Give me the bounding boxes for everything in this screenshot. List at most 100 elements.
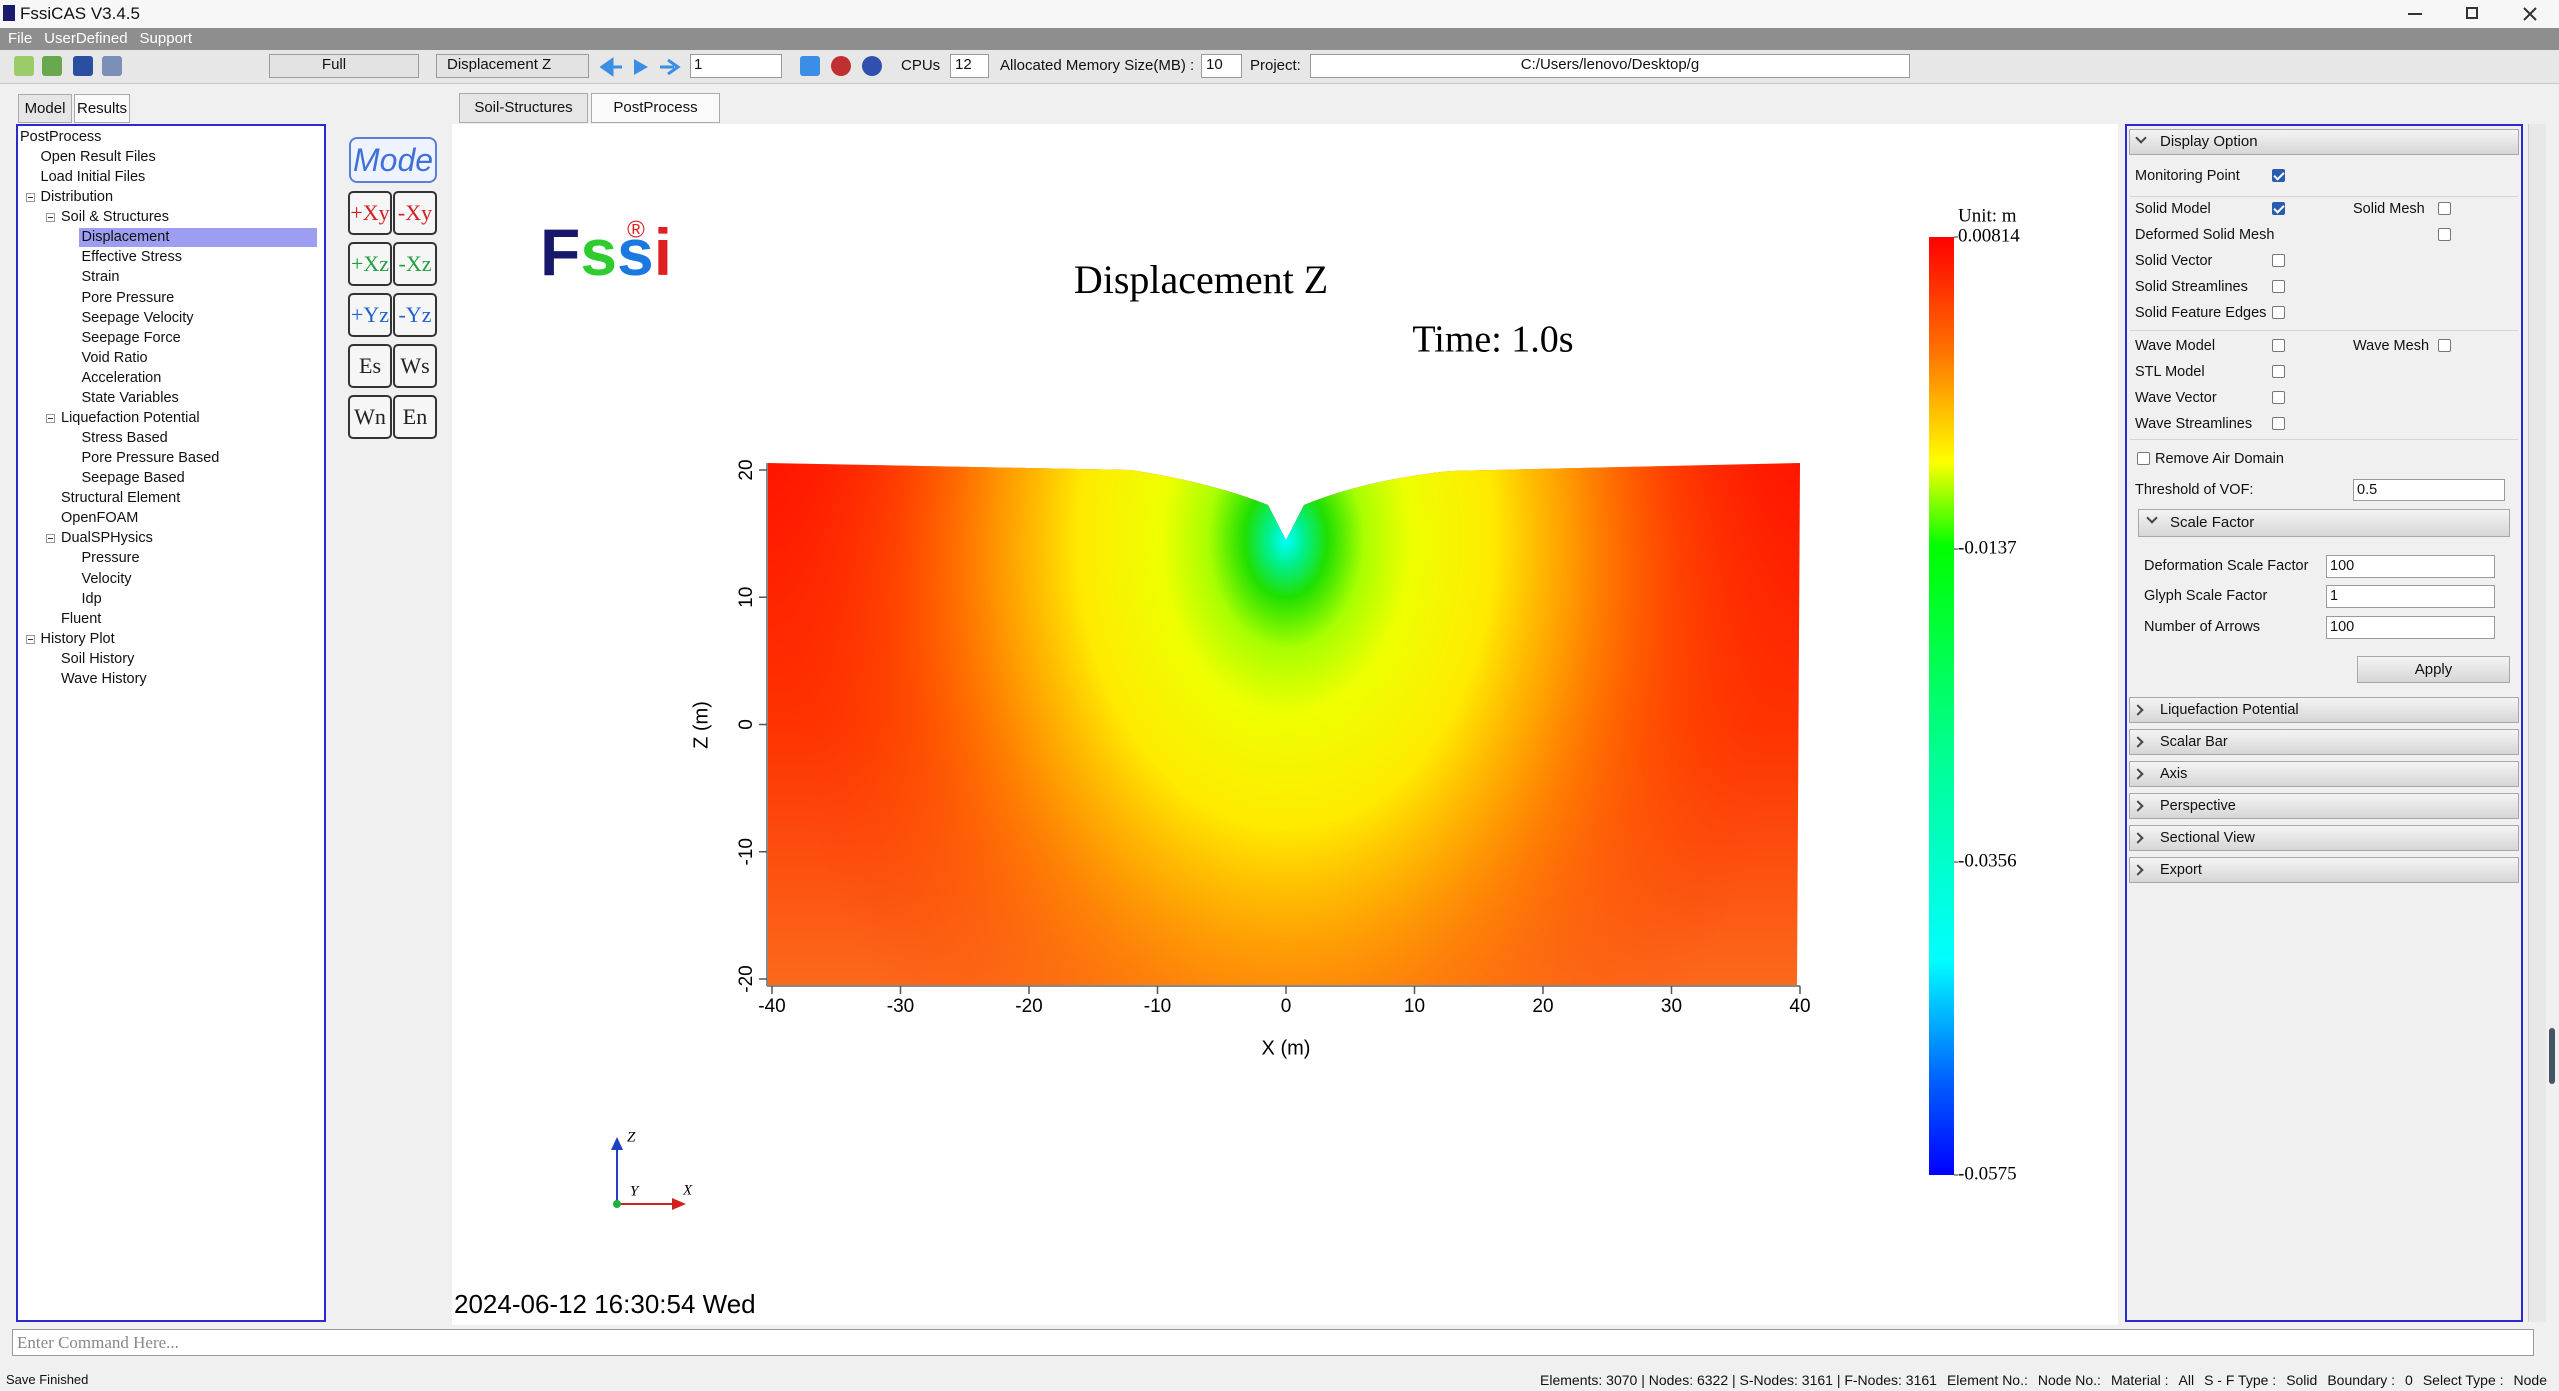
tree-item[interactable]: Void Ratio: [81, 349, 148, 366]
checkbox[interactable]: [2272, 280, 2285, 293]
tree-item[interactable]: History Plot: [40, 630, 115, 647]
tab[interactable]: Model: [18, 94, 72, 123]
tree-item[interactable]: Pore Pressure Based: [81, 450, 220, 467]
flag-icon[interactable]: [862, 56, 882, 76]
checkbox[interactable]: [2272, 391, 2285, 404]
section-header[interactable]: [2138, 509, 2510, 537]
menu-item[interactable]: File: [8, 30, 33, 47]
menu-item[interactable]: Support: [139, 30, 193, 47]
checkbox[interactable]: [2272, 417, 2285, 430]
checkbox[interactable]: [2272, 365, 2285, 378]
expand-toggle[interactable]: [25, 193, 35, 203]
tree-item[interactable]: Liquefaction Potential: [61, 409, 200, 426]
view-button[interactable]: -Xy: [393, 191, 437, 235]
checkbox[interactable]: [2137, 452, 2150, 465]
tree-item[interactable]: Strain: [81, 269, 120, 286]
tree-item[interactable]: Idp: [81, 590, 102, 607]
tree-item[interactable]: State Variables: [81, 389, 179, 406]
tree-item[interactable]: Open Result Files: [40, 149, 156, 166]
layout-icon[interactable]: [102, 56, 122, 76]
view-button[interactable]: Es: [348, 344, 392, 388]
checkbox[interactable]: [2272, 169, 2285, 182]
mode-button[interactable]: Mode: [349, 137, 437, 183]
view-button[interactable]: +Xy: [348, 191, 392, 235]
tree-item[interactable]: Seepage Based: [81, 470, 185, 487]
section-header[interactable]: [2129, 697, 2519, 723]
maximize-button[interactable]: [2466, 7, 2478, 19]
view-mode-combo[interactable]: Full: [269, 54, 419, 78]
apply-button[interactable]: Apply: [2357, 656, 2510, 683]
field-input[interactable]: 1: [2326, 585, 2495, 608]
checkbox[interactable]: [2272, 306, 2285, 319]
section-header[interactable]: [2129, 729, 2519, 755]
tree-item[interactable]: Wave History: [61, 670, 147, 687]
view-button[interactable]: Ws: [393, 344, 437, 388]
tree-item[interactable]: Load Initial Files: [40, 169, 146, 186]
tab[interactable]: Results: [74, 94, 130, 123]
checkbox[interactable]: [2438, 339, 2451, 352]
tree-item[interactable]: Soil History: [61, 650, 135, 667]
section-header[interactable]: [2129, 825, 2519, 851]
tree-item[interactable]: Seepage Velocity: [81, 309, 194, 326]
view-button[interactable]: -Yz: [393, 293, 437, 337]
section-header[interactable]: [2129, 793, 2519, 819]
checkbox[interactable]: [2272, 339, 2285, 352]
tree-item[interactable]: DualSPHysics: [61, 530, 153, 547]
vof-input[interactable]: 0.5: [2353, 479, 2505, 501]
section-header[interactable]: [2129, 857, 2519, 883]
tree-item[interactable]: Pore Pressure: [81, 289, 175, 306]
tree-item[interactable]: Stress Based: [81, 430, 168, 447]
save-icon[interactable]: [73, 56, 93, 76]
minimize-button[interactable]: [2408, 13, 2422, 15]
project-combo[interactable]: C:/Users/lenovo/Desktop/g: [1310, 54, 1910, 78]
tree-item[interactable]: PostProcess: [20, 129, 102, 145]
checkbox[interactable]: [2438, 228, 2451, 241]
scroll-handle[interactable]: [2549, 1028, 2555, 1084]
expand-toggle[interactable]: [46, 413, 55, 423]
download-icon[interactable]: [800, 56, 820, 76]
tree-item[interactable]: Velocity: [81, 570, 132, 587]
tree-item[interactable]: Pressure: [81, 550, 140, 567]
view-button[interactable]: +Xz: [348, 242, 392, 286]
colorbar-label: 0.00814: [1958, 225, 2020, 246]
frame-input[interactable]: 1: [690, 54, 782, 78]
option-label: Wave Mesh: [2353, 338, 2430, 354]
tree-item[interactable]: Distribution: [40, 189, 114, 206]
view-button[interactable]: +Yz: [348, 293, 392, 337]
view-button[interactable]: En: [393, 395, 437, 439]
command-input[interactable]: Enter Command Here...: [12, 1329, 2534, 1356]
memory-input[interactable]: 10: [1201, 54, 1242, 78]
expand-toggle[interactable]: [46, 213, 55, 223]
tab[interactable]: Soil-Structures: [459, 93, 588, 123]
view-button[interactable]: Wn: [348, 395, 392, 439]
open-icon[interactable]: [14, 56, 34, 76]
tree-item[interactable]: Seepage Force: [81, 329, 181, 346]
section-header[interactable]: [2129, 129, 2519, 155]
tree-item[interactable]: Soil & Structures: [61, 209, 169, 226]
field-input[interactable]: 100: [2326, 616, 2495, 639]
expand-toggle[interactable]: [46, 534, 55, 544]
render-view[interactable]: -40 -30 -20 -10 0 10 20 30 40 -20 -10 0 10 20 X (m) Z (…: [452, 124, 2118, 1325]
tree-item[interactable]: Acceleration: [81, 369, 162, 386]
cpus-input[interactable]: 12: [950, 54, 989, 78]
section-header[interactable]: [2129, 761, 2519, 787]
playback-controls[interactable]: [600, 56, 684, 78]
checkbox[interactable]: [2272, 254, 2285, 267]
result-combo[interactable]: Displacement Z: [436, 54, 589, 78]
expand-toggle[interactable]: [25, 634, 35, 644]
close-button[interactable]: [2522, 6, 2538, 22]
new-icon[interactable]: [42, 56, 62, 76]
checkbox[interactable]: [2438, 202, 2451, 215]
field-input[interactable]: 100: [2326, 555, 2495, 578]
tree-item[interactable]: OpenFOAM: [61, 510, 139, 527]
tab[interactable]: PostProcess: [591, 93, 720, 123]
tree-item[interactable]: Effective Stress: [81, 249, 182, 266]
checkbox[interactable]: [2272, 202, 2285, 215]
side-scrollbar[interactable]: [2528, 124, 2546, 1322]
flag-icon[interactable]: [831, 56, 851, 76]
view-button[interactable]: -Xz: [393, 242, 437, 286]
menu-item[interactable]: UserDefined: [44, 30, 128, 47]
tree-item[interactable]: Fluent: [61, 610, 102, 627]
tree-item[interactable]: Displacement: [81, 229, 170, 246]
tree-item[interactable]: Structural Element: [61, 490, 181, 507]
